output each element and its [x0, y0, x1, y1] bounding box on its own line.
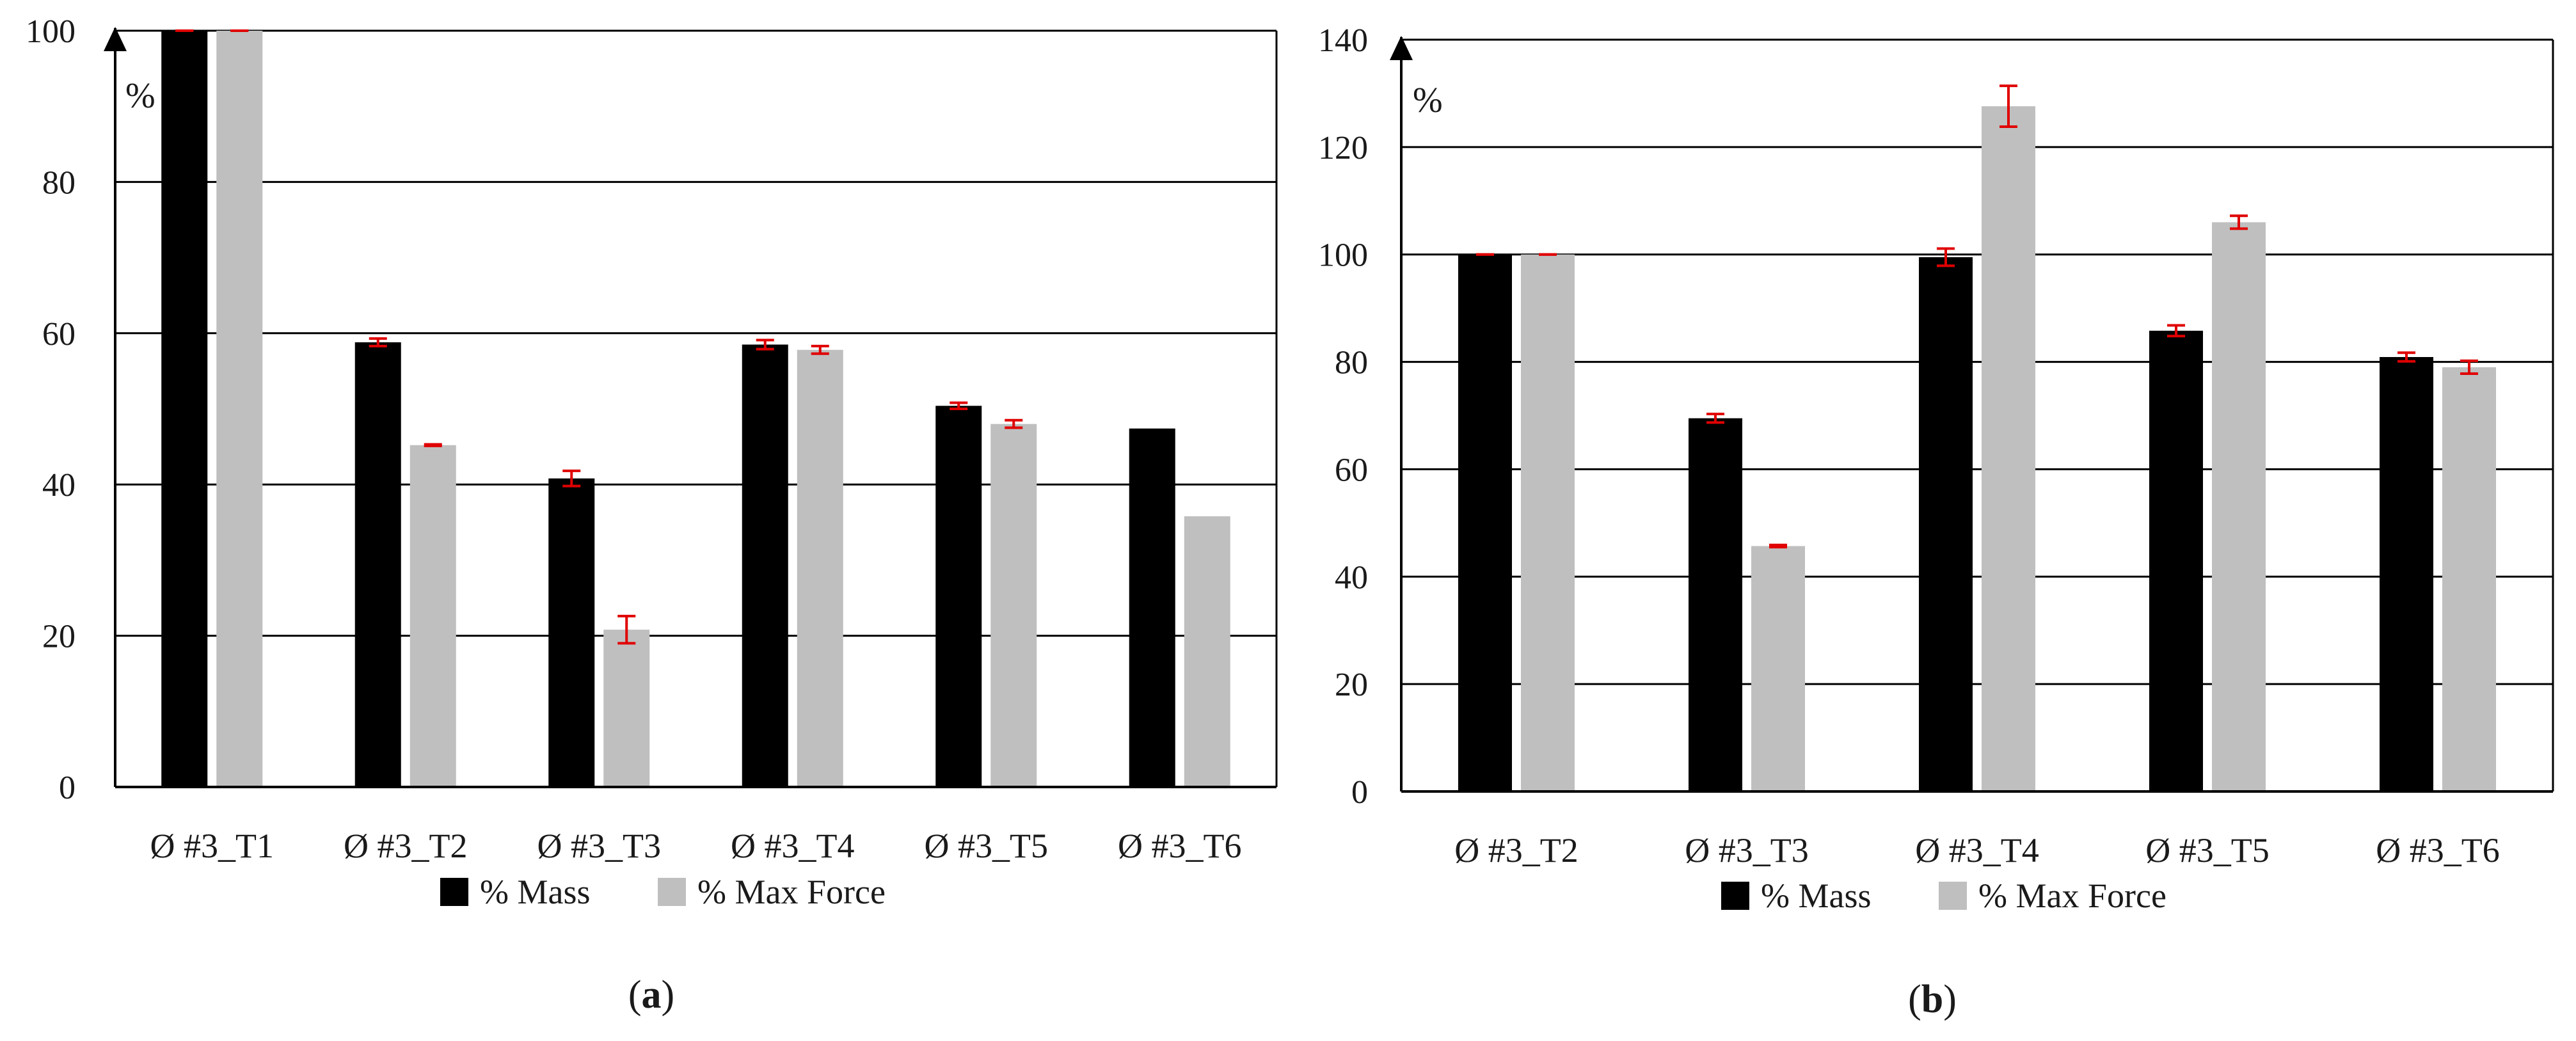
unit-label: %	[1413, 81, 1443, 120]
bar-max-force	[797, 349, 843, 787]
panel-label: (b)	[1908, 978, 1957, 1021]
y-tick-label: 80	[1335, 345, 1368, 381]
y-tick-label: 40	[1335, 559, 1368, 596]
bar-max-force	[1982, 106, 2035, 792]
panel-label-open-paren: (	[1908, 978, 1921, 1021]
x-tick-label: Ø #3_T6	[2376, 831, 2499, 870]
x-tick-label: Ø #3_T1	[150, 827, 274, 865]
bar-max-force	[990, 424, 1037, 787]
legend-label-mass: % Mass	[1761, 877, 1872, 915]
y-tick-label: 20	[42, 619, 76, 655]
bar-mass	[742, 344, 788, 787]
legend-label-max-force: % Max Force	[697, 873, 886, 911]
bar-max-force	[2212, 222, 2266, 791]
panel-label: (a)	[628, 973, 674, 1017]
x-tick-label: Ø #3_T4	[731, 827, 854, 865]
bar-mass	[2380, 357, 2433, 791]
x-tick-label: Ø #3_T2	[344, 827, 467, 865]
y-tick-label: 100	[1318, 237, 1368, 274]
bar-max-force	[1751, 546, 1805, 791]
y-tick-label: 0	[59, 770, 76, 806]
x-tick-label: Ø #3_T4	[1915, 831, 2039, 870]
legend-swatch-mass	[1721, 882, 1749, 910]
panel-label-close-paren: )	[662, 973, 675, 1017]
bar-max-force	[216, 31, 263, 787]
y-tick-label: 0	[1351, 774, 1368, 811]
y-tick-label: 40	[42, 467, 76, 504]
panel-label-letter: a	[642, 973, 662, 1017]
bar-mass	[1919, 257, 1973, 791]
y-tick-label: 20	[1335, 667, 1368, 703]
y-tick-label: 80	[42, 164, 76, 201]
y-tick-label: 60	[42, 316, 76, 353]
x-tick-label: Ø #3_T2	[1454, 831, 1578, 870]
y-tick-label: 120	[1318, 130, 1368, 166]
y-tick-label: 100	[26, 13, 76, 50]
bar-mass	[1689, 418, 1742, 791]
bar-max-force	[603, 630, 650, 787]
bar-mass	[354, 342, 401, 787]
legend-swatch-max-force	[658, 878, 686, 906]
bar-max-force	[2442, 367, 2496, 791]
x-tick-label: Ø #3_T5	[2145, 831, 2269, 870]
panel-label-close-paren: )	[1943, 978, 1957, 1021]
legend-swatch-max-force	[1939, 882, 1967, 910]
legend-label-mass: % Mass	[480, 873, 591, 911]
panel-label-open-paren: (	[628, 973, 642, 1017]
bar-mass	[1458, 254, 1512, 791]
x-tick-label: Ø #3_T3	[1685, 831, 1808, 870]
x-tick-label: Ø #3_T6	[1118, 827, 1241, 865]
bar-mass	[1129, 428, 1175, 787]
y-tick-label: 140	[1318, 22, 1368, 59]
panel-label-letter: b	[1921, 978, 1943, 1021]
y-axis-arrow	[104, 27, 127, 51]
bar-mass	[935, 406, 982, 787]
x-tick-label: Ø #3_T5	[925, 827, 1048, 865]
bar-max-force	[1184, 516, 1230, 787]
bar-max-force	[1521, 254, 1575, 791]
legend-label-max-force: % Max Force	[1978, 877, 2167, 915]
chart-panel-b: 0 20 40 60 80 100 120 140 Ø #3_T2 Ø #3_T3 Ø #3_T4 Ø…	[1318, 22, 2554, 1021]
bar-mass	[161, 31, 208, 787]
chart-panel-a: 0 20 40 60 80 100 Ø #3_T1 Ø #3_T2 Ø #3_T3 Ø #3_T4…	[26, 13, 1278, 1017]
unit-label: %	[125, 76, 155, 116]
x-tick-label: Ø #3_T3	[537, 827, 661, 865]
legend-swatch-mass	[440, 878, 468, 906]
y-tick-label: 60	[1335, 452, 1368, 488]
bar-max-force	[409, 445, 456, 787]
bar-mass	[548, 478, 595, 787]
bar-mass	[2149, 330, 2203, 791]
y-axis-arrow	[1390, 36, 1413, 60]
